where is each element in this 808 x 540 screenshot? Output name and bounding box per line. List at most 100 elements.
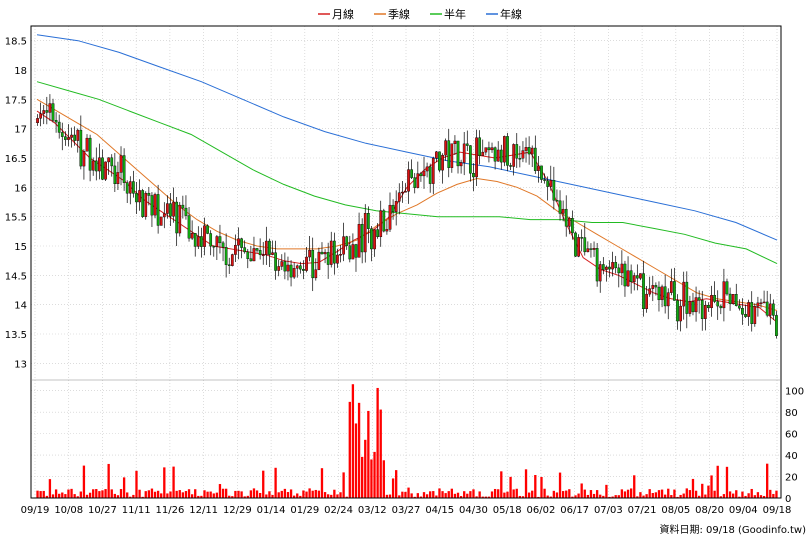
candle-body-223 <box>725 281 729 295</box>
candle-body-36 <box>147 192 151 196</box>
volume-bar-183 <box>602 495 605 498</box>
volume-bar-160 <box>531 490 534 498</box>
volume-bar-71 <box>255 490 259 498</box>
candle-body-142 <box>475 137 478 178</box>
candle-body-182 <box>598 264 602 282</box>
candle-body-170 <box>561 208 565 214</box>
volume-bar-17 <box>88 492 92 498</box>
volume-bar-23 <box>107 463 110 498</box>
volume-bar-228 <box>741 491 744 498</box>
volume-bar-62 <box>228 495 231 498</box>
volume-bar-192 <box>629 488 633 498</box>
volume-bar-40 <box>160 493 163 498</box>
candle-body-141 <box>472 173 475 178</box>
candle-body-26 <box>116 172 120 185</box>
volume-bar-32 <box>135 470 138 498</box>
candle-body-108 <box>370 228 373 250</box>
volume-bar-84 <box>296 493 299 498</box>
candle-body-225 <box>731 294 735 305</box>
volume-bar-132 <box>444 493 447 498</box>
candle-body-172 <box>567 217 571 227</box>
candle-body-199 <box>651 285 655 289</box>
volume-bar-186 <box>611 496 614 498</box>
candle-body-197 <box>645 293 648 310</box>
volume-bar-215 <box>701 483 704 498</box>
volume-bar-39 <box>156 490 160 498</box>
volume-bar-208 <box>679 494 682 498</box>
volume-bar-14 <box>79 491 82 498</box>
candle-body-77 <box>274 252 277 271</box>
x-tick-20: 08/20 <box>695 505 724 516</box>
volume-bar-161 <box>534 475 537 498</box>
volume-bar-176 <box>580 483 583 498</box>
candle-body-38 <box>153 194 157 216</box>
x-tick-19: 08/05 <box>661 505 690 516</box>
candle-body-8 <box>60 132 64 137</box>
volume-bar-130 <box>438 488 441 498</box>
volume-bar-135 <box>453 493 457 498</box>
candle-body-174 <box>574 232 577 257</box>
candle-body-235 <box>762 301 766 304</box>
candle-body-232 <box>753 306 757 324</box>
candle-body-219 <box>713 295 716 302</box>
volume-bar-201 <box>657 490 661 498</box>
volume-bar-109 <box>373 451 376 498</box>
volume-bar-124 <box>419 496 423 498</box>
volume-bar-105 <box>361 456 364 498</box>
x-tick-0: 09/19 <box>21 505 50 516</box>
candle-body-84 <box>295 265 299 269</box>
price-tick-1: 13.5 <box>5 330 27 341</box>
volume-tick-4: 80 <box>785 408 798 419</box>
candle-body-98 <box>339 254 342 256</box>
candle-body-17 <box>88 137 92 171</box>
volume-bar-152 <box>506 491 509 498</box>
volume-bar-168 <box>555 492 559 498</box>
candle-body-150 <box>499 149 503 163</box>
x-tick-21: 09/04 <box>729 505 758 516</box>
volume-bar-54 <box>203 490 206 498</box>
candle-body-110 <box>376 229 379 238</box>
candle-body-227 <box>737 305 741 309</box>
volume-bar-238 <box>772 493 775 498</box>
candle-body-2 <box>42 110 46 114</box>
candle-body-58 <box>215 236 219 247</box>
volume-bar-110 <box>376 387 379 498</box>
data-date-label: 資料日期: 09/18 (Goodinfo.tw) <box>659 523 806 536</box>
candle-body-238 <box>772 303 775 316</box>
volume-bar-190 <box>623 491 627 498</box>
volume-bar-210 <box>685 488 688 498</box>
candle-body-220 <box>716 301 720 307</box>
volume-bar-123 <box>416 493 419 498</box>
volume-bar-4 <box>48 479 52 498</box>
price-tick-5: 15.5 <box>5 213 27 224</box>
candle-body-131 <box>441 154 444 171</box>
ma-line-2 <box>36 81 778 265</box>
volume-bar-239 <box>775 490 778 498</box>
candle-body-29 <box>125 182 129 194</box>
candle-body-89 <box>311 249 315 279</box>
candle-body-126 <box>425 166 429 172</box>
legend-label-3: 年線 <box>500 7 522 21</box>
volume-bar-98 <box>339 492 342 498</box>
candle-body-95 <box>329 240 333 265</box>
candle-body-82 <box>289 264 293 278</box>
volume-bar-165 <box>546 495 549 498</box>
volume-bar-178 <box>586 494 590 498</box>
volume-bar-131 <box>441 491 444 498</box>
x-tick-18: 07/21 <box>628 505 657 516</box>
candle-body-54 <box>203 225 206 247</box>
volume-bar-90 <box>314 489 317 498</box>
volume-bar-133 <box>447 491 450 498</box>
volume-bar-97 <box>336 494 339 498</box>
volume-bar-104 <box>357 402 361 498</box>
candle-body-25 <box>113 165 117 185</box>
volume-bar-28 <box>122 477 126 498</box>
candle-body-186 <box>611 262 614 270</box>
volume-bar-194 <box>636 496 639 498</box>
volume-bar-42 <box>166 493 169 498</box>
candle-body-136 <box>456 140 460 167</box>
candle-body-23 <box>107 157 111 163</box>
candle-body-53 <box>200 236 203 247</box>
x-tick-11: 03/27 <box>392 505 421 516</box>
price-tick-2: 14 <box>14 301 27 312</box>
